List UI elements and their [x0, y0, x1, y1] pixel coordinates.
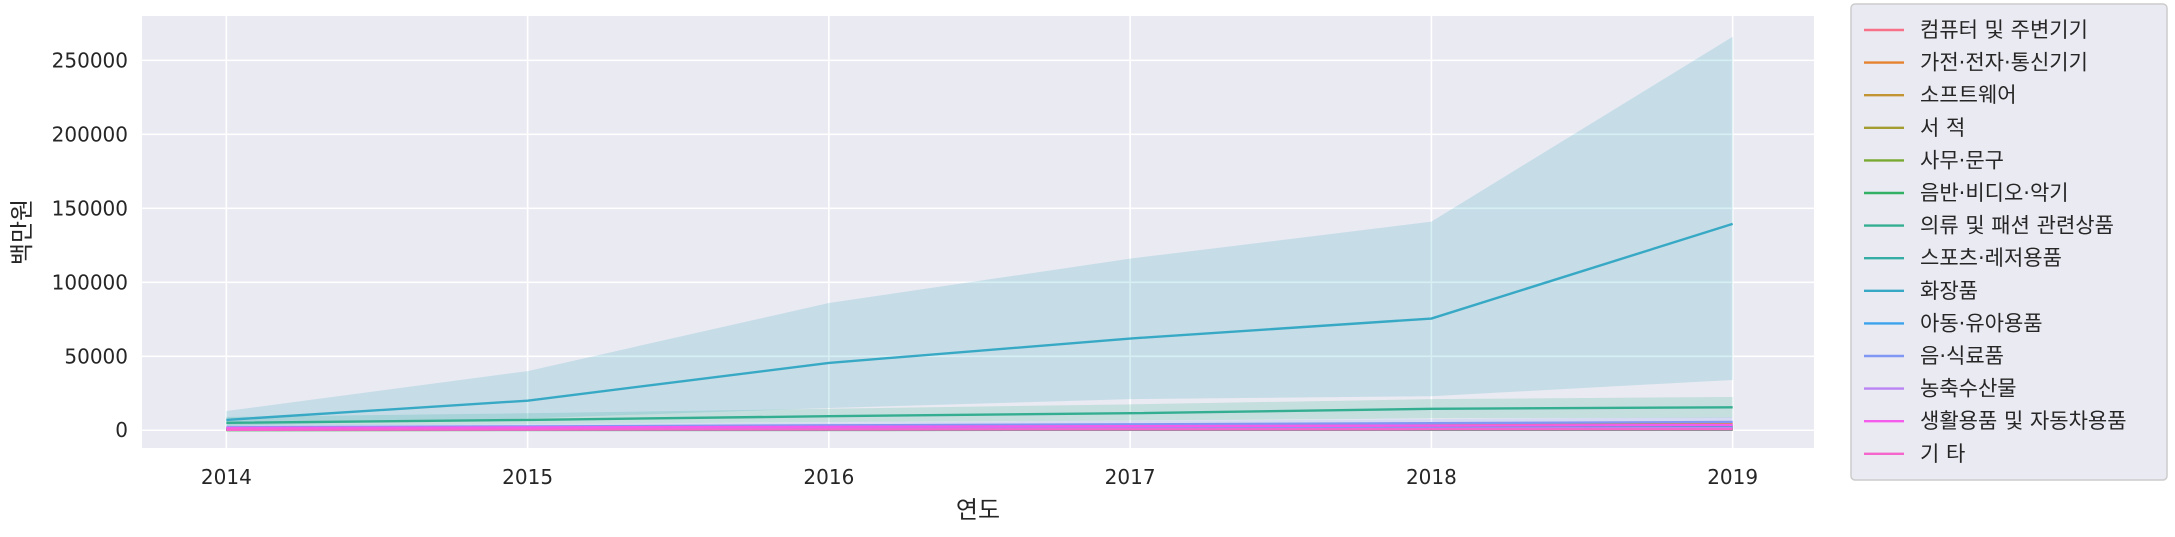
legend-item: 기 타: [1864, 442, 1965, 466]
y-tick-label: 100000: [52, 270, 128, 294]
legend-label: 스포츠·레저용품: [1920, 246, 2062, 270]
legend-item: 농축수산물: [1864, 377, 2017, 401]
legend-label: 서 적: [1920, 116, 1965, 140]
x-tick-label: 2016: [803, 465, 854, 489]
legend-item: 화장품: [1864, 279, 1978, 303]
legend-frame: [1850, 3, 2168, 481]
x-axis-label: 연도: [956, 496, 1000, 524]
legend-label: 음반·비디오·악기: [1920, 181, 2069, 205]
y-tick-labels: 0 50000 100000 150000 200000 250000: [52, 48, 128, 442]
legend-item: 컴퓨터 및 주변기기: [1864, 18, 2088, 42]
legend-item: 가전·전자·통신기기: [1864, 51, 2088, 75]
legend-item: 생활용품 및 자동차용품: [1864, 409, 2127, 433]
legend-label: 농축수산물: [1920, 377, 2017, 401]
series-line-6: [226, 406, 1733, 425]
legend-label: 가전·전자·통신기기: [1920, 51, 2088, 75]
series-line-8: [226, 222, 1734, 422]
x-tick-label: 2018: [1406, 465, 1457, 489]
legend-item: 의류 및 패션 관련상품: [1864, 214, 2114, 238]
y-tick-label: 250000: [52, 48, 128, 72]
legend-label: 화장품: [1920, 279, 1978, 303]
y-tick-label: 200000: [52, 122, 128, 146]
legend-label: 음·식료품: [1920, 344, 2004, 368]
legend-item: 소프트웨어: [1864, 83, 2017, 107]
x-tick-labels: 2014 2015 2016 2017 2018 2019: [201, 465, 1758, 489]
x-tick-label: 2019: [1707, 465, 1758, 489]
legend-item: 스포츠·레저용품: [1864, 246, 2062, 270]
legend-label: 소프트웨어: [1920, 83, 2017, 107]
plot-background: [142, 16, 1814, 448]
legend-label: 기 타: [1920, 442, 1965, 466]
y-tick-label: 150000: [52, 196, 128, 220]
series-lines: [226, 222, 1734, 432]
x-tick-label: 2014: [201, 465, 252, 489]
x-tick-label: 2015: [502, 465, 553, 489]
legend-item: 서 적: [1864, 116, 1965, 140]
legend-label: 의류 및 패션 관련상품: [1920, 214, 2114, 238]
x-tick-label: 2017: [1105, 465, 1156, 489]
series-line-13: [226, 428, 1733, 432]
legend-item: 사무·문구: [1864, 148, 2004, 172]
legend-item: 아동·유아용품: [1864, 311, 2043, 335]
legend-label: 컴퓨터 및 주변기기: [1920, 18, 2088, 42]
legend-item: 음·식료품: [1864, 344, 2004, 368]
legend-label: 사무·문구: [1920, 148, 2004, 172]
legend-item: 음반·비디오·악기: [1864, 181, 2069, 205]
y-tick-label: 0: [115, 418, 128, 442]
series-line-12: [226, 423, 1733, 430]
y-axis-label: 백만원: [8, 199, 36, 265]
ci-band-8: [226, 36, 1733, 426]
legend-label: 아동·유아용품: [1920, 311, 2043, 335]
y-tick-label: 50000: [64, 344, 128, 368]
legend-label: 생활용품 및 자동차용품: [1920, 409, 2127, 433]
